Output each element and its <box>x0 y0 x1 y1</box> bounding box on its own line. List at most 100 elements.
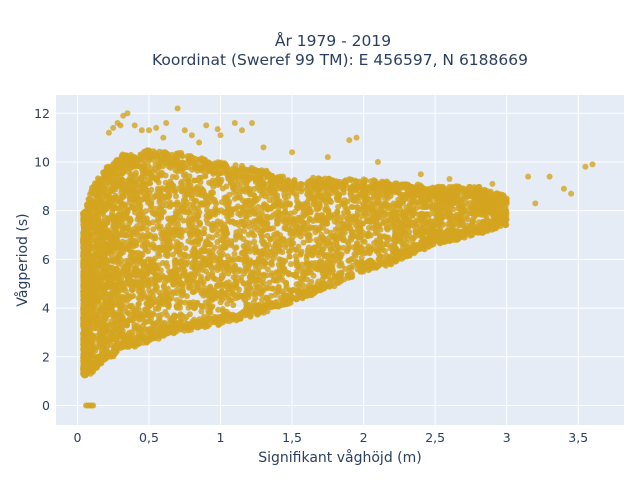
data-point <box>157 223 164 230</box>
data-point <box>300 210 307 217</box>
data-point <box>212 198 219 205</box>
data-point <box>246 223 252 230</box>
data-point <box>186 284 193 291</box>
data-point <box>101 207 108 214</box>
data-point <box>256 217 263 224</box>
data-point <box>392 220 399 227</box>
data-point <box>228 242 235 249</box>
data-point <box>406 232 413 239</box>
data-point <box>145 162 152 169</box>
chart-subtitle: Koordinat (Sweref 99 TM): E 456597, N 61… <box>152 51 528 69</box>
data-point <box>360 200 366 207</box>
data-point <box>116 277 123 284</box>
data-point <box>315 216 322 223</box>
data-point <box>89 288 96 295</box>
data-point <box>166 203 173 210</box>
data-point <box>390 200 397 207</box>
data-point <box>130 270 137 277</box>
data-point <box>155 262 162 269</box>
data-point <box>241 280 247 287</box>
data-point <box>174 304 181 311</box>
data-point <box>280 258 287 265</box>
data-point <box>94 197 101 204</box>
data-point <box>246 240 253 247</box>
data-point <box>179 208 186 215</box>
data-point <box>271 231 278 238</box>
data-point <box>86 202 93 209</box>
data-point <box>464 216 471 223</box>
data-point <box>300 239 307 246</box>
data-point <box>214 239 221 245</box>
data-point <box>312 259 319 266</box>
data-point <box>340 213 347 220</box>
data-point <box>172 263 179 270</box>
data-point <box>126 196 133 203</box>
data-point <box>274 192 281 199</box>
data-point <box>245 290 252 297</box>
data-point <box>216 263 223 270</box>
data-point <box>280 212 287 218</box>
data-point <box>196 252 203 259</box>
data-point <box>320 234 327 241</box>
data-point <box>167 227 174 234</box>
data-point <box>253 259 260 266</box>
data-point <box>428 229 435 236</box>
data-point <box>282 223 289 230</box>
data-point <box>115 328 122 335</box>
data-point <box>129 238 136 245</box>
data-point <box>252 287 259 294</box>
data-point <box>124 309 131 316</box>
data-point <box>100 240 106 247</box>
data-point <box>115 292 122 299</box>
data-point <box>229 218 236 225</box>
data-point <box>194 211 201 218</box>
data-point <box>149 241 156 248</box>
data-point <box>194 177 201 184</box>
data-point <box>199 261 206 268</box>
data-point <box>144 219 151 226</box>
data-point <box>107 337 114 344</box>
data-point <box>128 251 135 258</box>
data-point <box>243 213 249 220</box>
data-point <box>162 179 169 186</box>
data-point <box>126 275 133 282</box>
data-point <box>133 179 140 186</box>
data-point <box>130 186 137 193</box>
data-point <box>266 197 273 203</box>
data-point <box>126 303 133 310</box>
data-point <box>134 322 141 329</box>
data-point <box>383 220 389 227</box>
data-point <box>177 228 184 235</box>
data-point <box>364 196 371 203</box>
data-point <box>189 288 196 295</box>
data-point <box>448 221 455 228</box>
data-point <box>270 225 277 232</box>
data-point <box>207 208 214 215</box>
data-point <box>362 211 369 218</box>
data-point <box>270 212 277 218</box>
data-point <box>287 210 294 217</box>
data-point <box>191 272 198 279</box>
data-point <box>219 306 226 312</box>
data-point <box>235 255 242 262</box>
data-point <box>106 248 113 255</box>
data-point <box>207 283 214 290</box>
data-point <box>260 280 267 286</box>
data-point <box>290 271 297 278</box>
data-point <box>115 260 122 267</box>
data-point <box>112 205 119 211</box>
data-point <box>295 243 302 250</box>
data-point <box>205 308 212 315</box>
data-point <box>170 182 177 189</box>
data-point <box>440 214 447 221</box>
data-point <box>155 179 162 186</box>
data-point <box>335 203 342 210</box>
data-point <box>80 253 87 259</box>
data-point <box>288 261 294 268</box>
data-point <box>256 249 262 256</box>
data-point <box>230 274 237 281</box>
data-point <box>193 185 200 192</box>
data-point <box>267 260 274 267</box>
data-point <box>238 274 244 281</box>
data-point <box>409 210 416 217</box>
